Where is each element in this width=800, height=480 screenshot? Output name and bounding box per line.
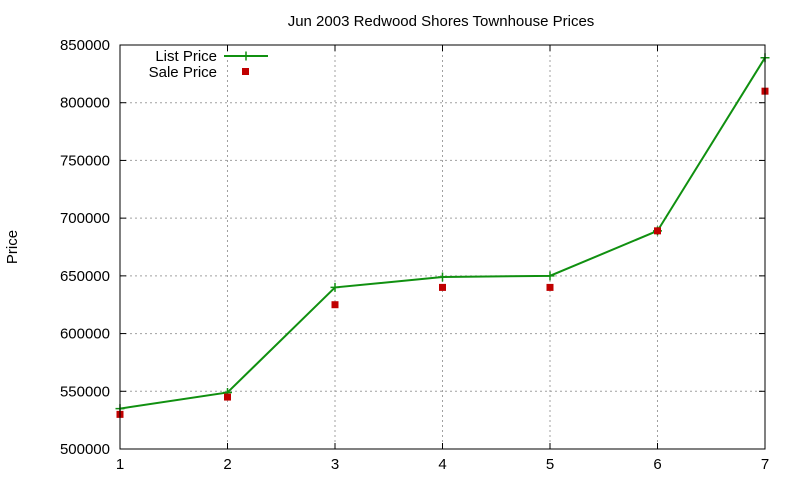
legend-plus-marker [241,51,251,61]
chart-title: Jun 2003 Redwood Shores Townhouse Prices [288,13,595,30]
legend-label-sale-price: Sale Price [149,64,217,81]
legend-marker-list-price [241,51,251,61]
legend: List Price Sale Price [149,48,268,81]
y-tick-label: 550000 [60,383,110,400]
data-point-sale-price [224,393,231,401]
y-tick-label: 600000 [60,326,110,343]
y-tick-labels: 500000 550000 600000 650000 700000 750000 8000… [60,37,110,458]
legend-label-list-price: List Price [155,48,217,65]
data-point-sale-price [546,283,554,291]
x-tick-label: 3 [331,456,339,473]
y-tick-label: 700000 [60,210,110,227]
plot-frame [119,44,766,450]
x-tick-label: 6 [653,456,661,473]
data-point-sale-price [331,301,339,309]
x-tick-label: 7 [761,456,769,473]
y-tick-label: 850000 [60,37,110,54]
data-point-sale-price [654,227,661,235]
data-point-list-price [438,272,447,282]
y-axis-label: Price [4,230,21,264]
y-tick-label: 650000 [60,268,110,285]
y-tick-label: 800000 [60,95,110,112]
x-tick-label: 5 [546,456,554,473]
y-tick-label: 500000 [60,441,110,458]
y-tick-label: 750000 [60,152,110,169]
x-tick-label: 1 [116,456,124,473]
data-point-sale-price [439,283,446,291]
x-tick-label: 4 [438,456,446,473]
x-tick-labels: 1 2 3 4 5 6 7 [116,456,769,473]
grid [120,45,765,449]
data-point-list-price [330,282,340,292]
data-point-list-price [545,271,555,281]
legend-marker-sale-price [242,68,249,75]
x-tick-label: 2 [223,456,231,473]
